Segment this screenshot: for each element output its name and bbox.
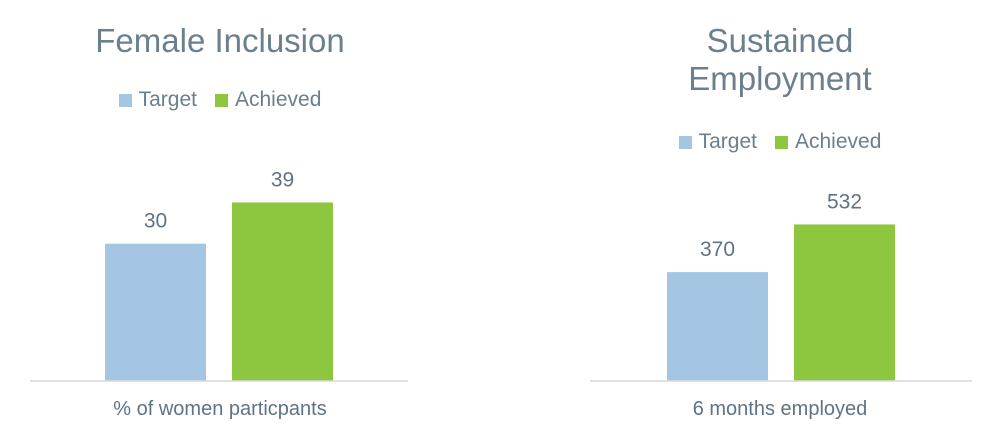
legend: Target Achieved [0,88,440,112]
bar-achieved [232,202,333,381]
bar-target [667,272,768,381]
legend-swatch-target [678,135,692,149]
x-axis-label: % of women particpants [113,398,327,420]
legend-label-achieved: Achieved [794,130,882,153]
chart-title: Female Inclusion [95,22,345,59]
data-label-target: 30 [144,210,167,233]
legend-item-achieved: Achieved [774,130,882,154]
legend: Target Achieved [560,130,1000,154]
data-label-achieved: 532 [827,190,862,213]
chart-sustained-employment: Sustained Employment Target Achieved 370… [560,0,1000,438]
legend-swatch-achieved [774,135,788,149]
legend-label-target: Target [138,88,197,111]
chart-female-inclusion: Female Inclusion Target Achieved 30 39 % … [0,0,440,438]
legend-label-target: Target [698,130,757,153]
chart-title: Sustained Employment [688,22,872,97]
x-axis-label: 6 months employed [692,398,868,420]
bar-target [105,243,206,381]
plot-area: 30 39 [30,168,408,382]
bar-achieved [794,224,895,381]
data-label-target: 370 [700,238,735,261]
legend-swatch-achieved [214,93,228,107]
legend-item-target: Target [118,88,197,112]
data-label-achieved: 39 [271,168,294,191]
legend-swatch-target [118,93,132,107]
plot-area: 370 532 [590,190,972,382]
legend-label-achieved: Achieved [234,88,322,111]
legend-item-target: Target [678,130,757,154]
legend-item-achieved: Achieved [214,88,322,112]
